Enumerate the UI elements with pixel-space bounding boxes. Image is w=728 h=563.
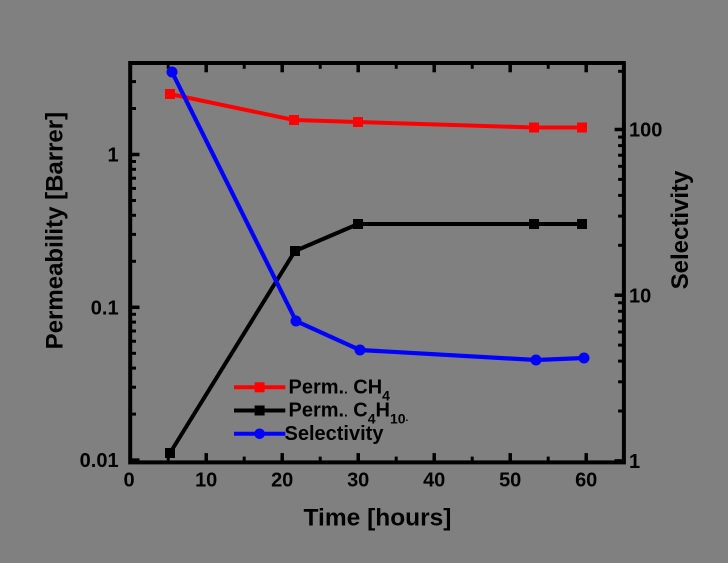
svg-text:30: 30 (347, 470, 369, 492)
svg-text:Selectivity: Selectivity (667, 170, 694, 289)
svg-text:10: 10 (629, 285, 651, 307)
svg-text:0.1: 0.1 (91, 297, 119, 319)
svg-text:Permeability [Barrer]: Permeability [Barrer] (42, 112, 69, 349)
svg-text:Selectivity: Selectivity (285, 423, 385, 445)
svg-text:0.01: 0.01 (80, 450, 119, 472)
svg-text:20: 20 (271, 470, 293, 492)
svg-text:Time [hours]: Time [hours] (304, 505, 452, 532)
svg-text:1: 1 (107, 145, 118, 167)
svg-text:1: 1 (629, 451, 640, 473)
svg-text:40: 40 (423, 470, 445, 492)
svg-text:100: 100 (629, 120, 662, 142)
svg-text:50: 50 (499, 470, 521, 492)
svg-text:60: 60 (575, 470, 597, 492)
svg-text:0: 0 (123, 470, 134, 492)
svg-text:10: 10 (195, 470, 217, 492)
